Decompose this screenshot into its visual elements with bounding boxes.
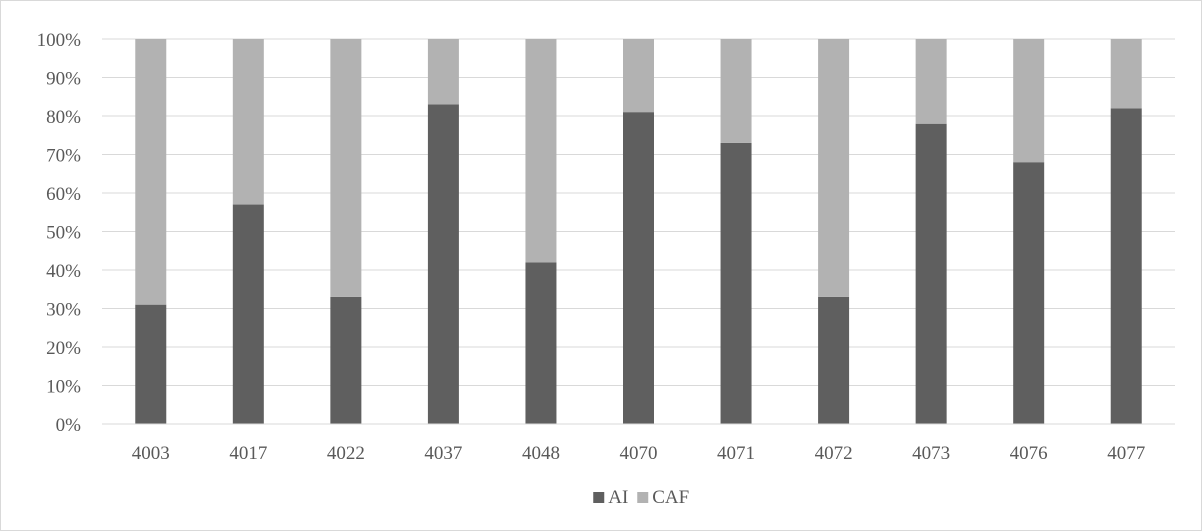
y-tick-label: 60% <box>46 184 81 205</box>
y-tick-label: 50% <box>46 223 81 244</box>
legend-swatch-caf <box>637 492 649 503</box>
x-tick-label: 4003 <box>132 443 170 464</box>
bar-ai-4073 <box>915 123 947 424</box>
bar-ai-4037 <box>427 104 459 424</box>
bar-ai-4077 <box>1110 108 1142 425</box>
y-tick-label: 100% <box>37 30 82 51</box>
x-tick-label: 4071 <box>717 443 755 464</box>
bar-caf-4048 <box>525 39 557 263</box>
bar-ai-4022 <box>330 296 362 424</box>
bar-ai-4076 <box>1013 162 1045 424</box>
x-tick-label: 4022 <box>327 443 365 464</box>
y-tick-label: 0% <box>56 415 82 436</box>
bar-ai-4017 <box>232 204 264 424</box>
x-tick-label: 4037 <box>424 443 462 464</box>
bar-caf-4077 <box>1110 39 1142 109</box>
x-tick-label: 4072 <box>815 443 853 464</box>
y-tick-label: 10% <box>46 377 81 398</box>
legend-label-ai: AI <box>608 487 628 508</box>
y-tick-label: 30% <box>46 300 81 321</box>
y-axis: 0% 10% 20% 30% 40% 50% 60% 70% 80% 90% 100% <box>37 30 82 436</box>
x-tick-label: 4017 <box>229 443 267 464</box>
bar-caf-4003 <box>135 39 167 305</box>
y-tick-label: 70% <box>46 146 81 167</box>
bar-ai-4070 <box>623 112 654 425</box>
legend-label-caf: CAF <box>652 487 689 508</box>
legend-swatch-ai <box>593 492 605 503</box>
x-tick-label: 4070 <box>620 443 658 464</box>
x-axis: 4003 4017 4022 4037 4048 4070 4071 4072 4073 4076… <box>102 423 1175 464</box>
x-tick-label: 4048 <box>522 443 560 464</box>
x-tick-label: 4073 <box>912 443 950 464</box>
bar-caf-4022 <box>330 39 362 297</box>
y-tick-label: 20% <box>46 338 81 359</box>
x-tick-label: 4077 <box>1107 443 1145 464</box>
bar-ai-4072 <box>818 296 850 424</box>
bars <box>135 39 1142 425</box>
x-tick-label: 4076 <box>1010 443 1048 464</box>
bar-caf-4070 <box>623 39 654 113</box>
bar-caf-4076 <box>1013 39 1045 163</box>
y-tick-label: 40% <box>46 261 81 282</box>
y-tick-label: 90% <box>46 69 81 90</box>
bar-caf-4072 <box>818 39 850 297</box>
bar-caf-4073 <box>915 39 947 124</box>
bar-caf-4071 <box>720 39 752 143</box>
bar-caf-4037 <box>427 39 459 105</box>
bar-ai-4071 <box>720 142 752 424</box>
bar-caf-4017 <box>232 39 264 205</box>
y-tick-label: 80% <box>46 107 81 128</box>
bar-ai-4048 <box>525 262 557 424</box>
legend: AI CAF <box>593 487 689 508</box>
bar-ai-4003 <box>135 304 167 424</box>
